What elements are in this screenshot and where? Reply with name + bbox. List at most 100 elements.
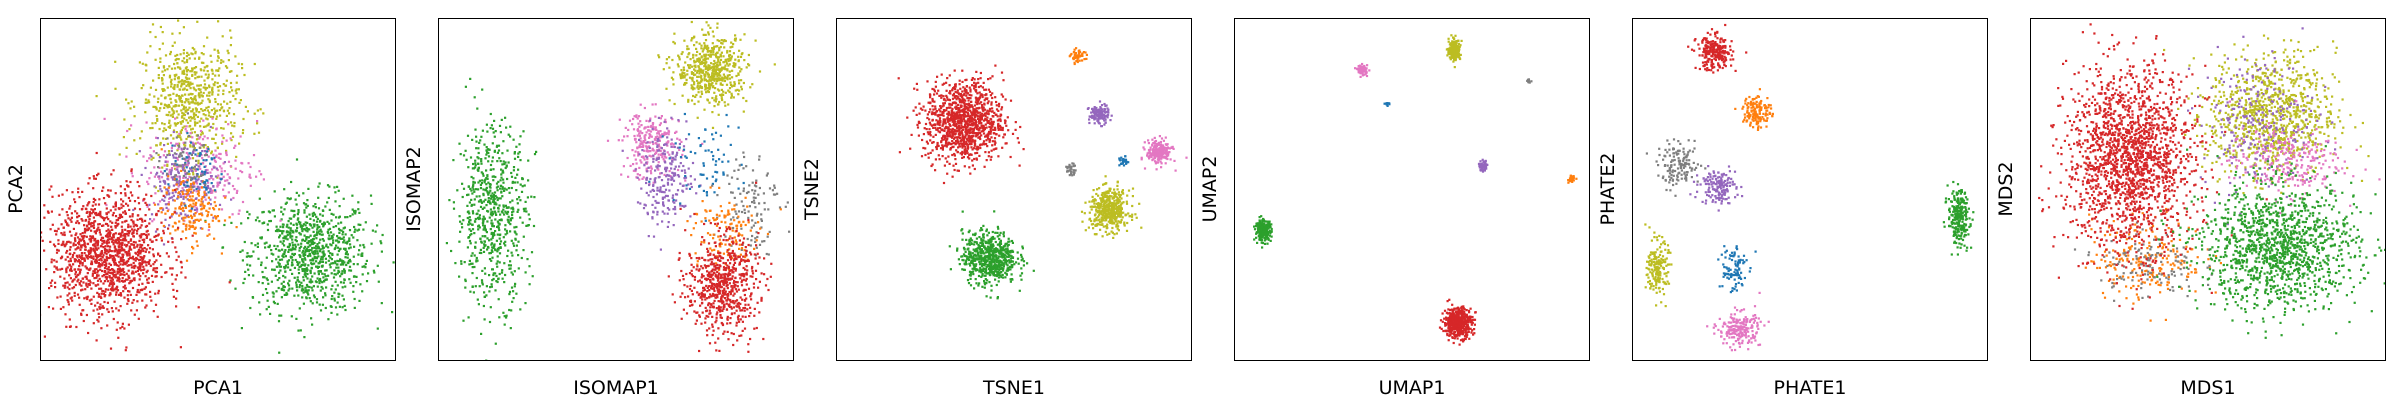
point (120, 203, 123, 206)
cluster-0 (204, 158, 395, 354)
point (516, 198, 519, 201)
point (214, 189, 217, 192)
point (252, 250, 255, 253)
point (193, 165, 196, 168)
point (718, 77, 721, 80)
point (177, 182, 180, 185)
point (182, 219, 185, 222)
point (193, 57, 196, 60)
point (104, 294, 107, 297)
point (488, 258, 492, 261)
cluster-1 (657, 20, 776, 129)
point (186, 181, 189, 184)
point (249, 176, 252, 179)
point (206, 124, 209, 127)
point (282, 213, 285, 216)
point (718, 69, 721, 72)
point (485, 204, 488, 207)
point (81, 244, 84, 247)
point (157, 76, 160, 80)
point (456, 189, 459, 192)
point (524, 207, 527, 210)
point (170, 149, 173, 152)
point (640, 155, 643, 158)
point (706, 72, 709, 75)
point (510, 309, 513, 312)
point (167, 183, 170, 186)
point (184, 196, 187, 199)
point (276, 230, 279, 233)
point (361, 273, 364, 276)
point (101, 289, 104, 293)
point (170, 146, 173, 150)
point (473, 181, 476, 184)
point (703, 57, 706, 60)
point (712, 35, 715, 38)
point (189, 157, 192, 160)
point (500, 176, 503, 179)
point (686, 45, 689, 48)
point (722, 55, 725, 58)
point (310, 266, 313, 269)
point (103, 264, 106, 267)
point (494, 201, 497, 204)
point (194, 95, 197, 98)
point (672, 78, 675, 81)
point (267, 282, 270, 285)
point (206, 36, 209, 39)
point (334, 225, 338, 228)
point (700, 74, 703, 77)
point (725, 76, 728, 80)
point (691, 65, 694, 68)
point (319, 229, 322, 232)
point (472, 162, 475, 166)
point (124, 192, 127, 195)
point (95, 339, 98, 342)
point (291, 246, 294, 249)
point (150, 155, 153, 158)
point (105, 255, 108, 258)
point (127, 290, 130, 293)
point (111, 221, 114, 224)
point (205, 65, 208, 68)
point (179, 130, 182, 133)
point (202, 159, 205, 162)
point (333, 299, 336, 302)
point (734, 64, 737, 67)
point (704, 78, 707, 81)
point (107, 310, 110, 313)
point (204, 183, 207, 186)
point (97, 203, 101, 206)
point (143, 255, 146, 258)
point (668, 56, 671, 59)
point (285, 235, 288, 238)
point (185, 60, 189, 64)
point (496, 255, 499, 258)
point (115, 287, 118, 290)
point (281, 230, 284, 233)
point (666, 151, 669, 154)
point (141, 244, 144, 247)
point (227, 123, 230, 126)
point (520, 256, 523, 260)
point (92, 309, 95, 312)
point (491, 160, 494, 163)
point (523, 184, 526, 187)
point (70, 216, 73, 219)
point (492, 246, 495, 249)
point (161, 172, 164, 175)
point (649, 134, 652, 137)
point (326, 201, 329, 204)
point (182, 176, 185, 179)
point (490, 243, 493, 246)
point (155, 212, 158, 215)
point (107, 241, 111, 244)
point (112, 205, 115, 208)
point (467, 316, 470, 319)
point (93, 251, 97, 254)
point (477, 157, 480, 160)
point (234, 144, 237, 147)
point (137, 254, 140, 257)
point (354, 228, 357, 231)
point (492, 200, 496, 203)
